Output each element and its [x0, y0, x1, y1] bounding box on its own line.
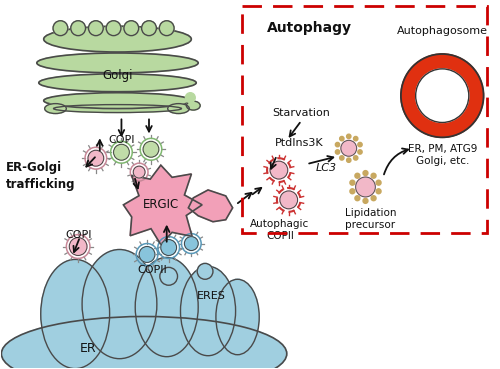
Ellipse shape	[54, 104, 182, 113]
Polygon shape	[188, 190, 232, 222]
Text: Starvation: Starvation	[272, 107, 330, 118]
Circle shape	[341, 140, 356, 156]
Ellipse shape	[82, 249, 157, 359]
Ellipse shape	[168, 104, 190, 114]
Text: COPI: COPI	[108, 135, 134, 145]
Ellipse shape	[202, 278, 208, 284]
Circle shape	[142, 21, 156, 36]
Text: ER: ER	[80, 342, 96, 355]
Circle shape	[363, 199, 368, 203]
Circle shape	[186, 93, 195, 103]
Circle shape	[184, 237, 198, 251]
Circle shape	[88, 150, 104, 166]
Circle shape	[350, 189, 355, 194]
Ellipse shape	[37, 53, 198, 73]
Circle shape	[371, 196, 376, 201]
Circle shape	[160, 268, 178, 285]
Circle shape	[134, 166, 145, 178]
Ellipse shape	[41, 259, 110, 369]
Ellipse shape	[44, 93, 192, 108]
Ellipse shape	[44, 26, 192, 52]
Circle shape	[356, 177, 376, 197]
Circle shape	[340, 156, 344, 160]
Circle shape	[376, 189, 381, 194]
Circle shape	[346, 158, 351, 162]
Text: Autophagy: Autophagy	[267, 21, 352, 35]
Circle shape	[88, 21, 103, 36]
Circle shape	[160, 21, 174, 36]
Circle shape	[358, 142, 362, 147]
Circle shape	[336, 142, 340, 147]
Circle shape	[106, 21, 121, 36]
Circle shape	[355, 196, 360, 201]
Circle shape	[114, 144, 130, 160]
Circle shape	[280, 191, 297, 209]
Circle shape	[139, 246, 155, 262]
Ellipse shape	[180, 266, 236, 356]
Circle shape	[336, 150, 340, 154]
Circle shape	[376, 180, 381, 185]
Circle shape	[270, 161, 287, 179]
Bar	[242, 6, 486, 232]
Circle shape	[354, 137, 358, 141]
Text: Autophagic
COPII: Autophagic COPII	[250, 219, 310, 241]
Circle shape	[346, 134, 351, 138]
Ellipse shape	[2, 317, 287, 369]
Circle shape	[371, 173, 376, 178]
Text: PtdIns3K: PtdIns3K	[275, 138, 324, 148]
Text: ER-Golgi
trafficking: ER-Golgi trafficking	[6, 161, 76, 191]
Ellipse shape	[39, 74, 196, 92]
Polygon shape	[124, 165, 202, 245]
Text: LC3: LC3	[316, 163, 336, 173]
Circle shape	[70, 238, 87, 255]
Circle shape	[416, 69, 469, 123]
Ellipse shape	[164, 284, 172, 291]
Text: Golgi: Golgi	[102, 69, 133, 82]
Circle shape	[340, 137, 344, 141]
Text: ERGIC: ERGIC	[142, 199, 179, 211]
Circle shape	[354, 156, 358, 160]
Circle shape	[197, 263, 213, 279]
Ellipse shape	[44, 104, 66, 114]
Circle shape	[363, 170, 368, 176]
Text: Lipidation
precursor: Lipidation precursor	[344, 208, 396, 230]
Ellipse shape	[186, 101, 200, 110]
Circle shape	[53, 21, 68, 36]
Text: COPI: COPI	[65, 230, 92, 239]
Circle shape	[161, 239, 176, 255]
Circle shape	[143, 141, 159, 157]
Text: ER, PM, ATG9
Golgi, etc.: ER, PM, ATG9 Golgi, etc.	[408, 144, 477, 166]
Circle shape	[124, 21, 138, 36]
Ellipse shape	[216, 279, 259, 355]
Text: Autophagosome: Autophagosome	[396, 26, 488, 36]
Circle shape	[350, 180, 355, 185]
Circle shape	[401, 54, 483, 137]
Text: COPII: COPII	[137, 265, 167, 275]
Circle shape	[71, 21, 86, 36]
Ellipse shape	[135, 258, 198, 357]
Circle shape	[355, 173, 360, 178]
Circle shape	[358, 150, 362, 154]
Text: ERES: ERES	[196, 291, 226, 301]
